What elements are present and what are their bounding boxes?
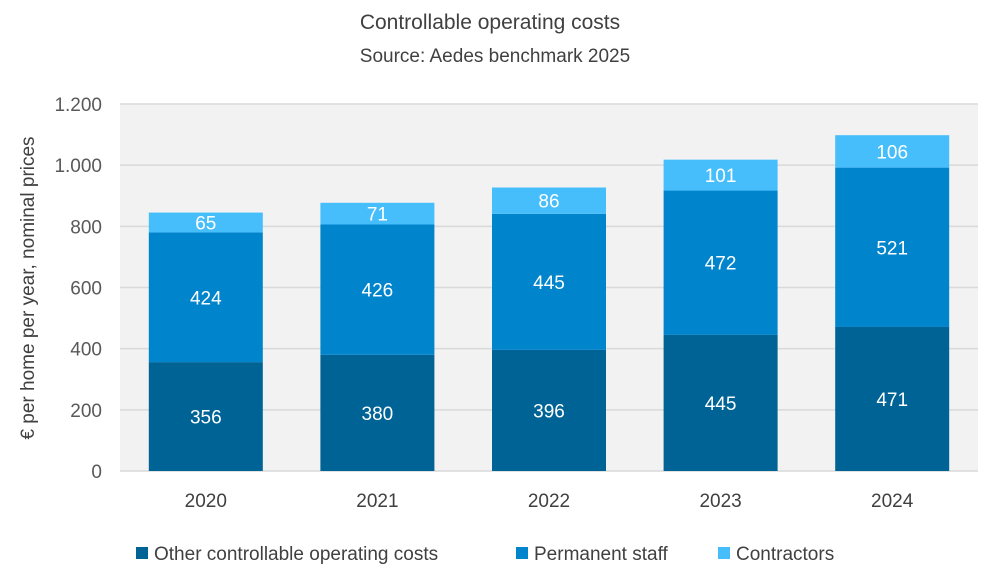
- y-tick-label: 1.200: [54, 95, 102, 116]
- legend-swatch: [718, 547, 730, 559]
- legend-swatch: [136, 547, 148, 559]
- bar-segment: [663, 190, 778, 335]
- data-label: 101: [705, 166, 737, 187]
- data-label: 380: [362, 404, 394, 425]
- data-label: 396: [533, 401, 565, 422]
- data-label: 71: [367, 205, 388, 226]
- bar-segment: [148, 362, 263, 471]
- bar-segment: [320, 224, 435, 355]
- data-label: 86: [538, 192, 559, 213]
- bar-segment: [320, 354, 435, 471]
- x-tick-label: 2020: [185, 491, 227, 512]
- legend-swatch: [516, 547, 528, 559]
- bar-segment: [663, 334, 778, 471]
- y-tick-label: 0: [91, 462, 102, 483]
- y-axis-label: € per home per year, nominal prices: [18, 136, 39, 439]
- chart-title: Controllable operating costs: [360, 11, 620, 34]
- y-tick-label: 400: [70, 340, 102, 361]
- y-tick-label: 1.000: [54, 156, 102, 177]
- x-tick-label: 2021: [356, 491, 398, 512]
- legend-label: Permanent staff: [534, 544, 669, 565]
- legend-label: Other controllable operating costs: [154, 544, 438, 565]
- y-tick-label: 600: [70, 279, 102, 300]
- bar-segment: [492, 349, 606, 471]
- chart-subtitle: Source: Aedes benchmark 2025: [360, 46, 630, 67]
- data-label: 521: [876, 238, 908, 259]
- y-tick-label: 200: [70, 401, 102, 422]
- legend-label: Contractors: [736, 544, 834, 565]
- y-tick-label: 800: [70, 217, 102, 238]
- bar-segment: [148, 212, 263, 233]
- data-label: 65: [195, 214, 216, 235]
- data-label: 356: [190, 408, 222, 429]
- data-label: 472: [705, 254, 737, 275]
- bar-segment: [835, 326, 950, 471]
- bar-segment: [835, 135, 950, 168]
- bar-segment: [663, 159, 778, 191]
- data-label: 424: [190, 288, 222, 309]
- data-label: 471: [876, 390, 908, 411]
- data-label: 106: [876, 142, 908, 163]
- x-tick-label: 2024: [871, 491, 914, 512]
- bar-segment: [835, 167, 950, 327]
- x-tick-label: 2023: [699, 491, 741, 512]
- bar-segment: [492, 187, 606, 214]
- bar-segment: [320, 202, 435, 225]
- data-label: 445: [705, 394, 737, 415]
- bar-segment: [148, 232, 263, 363]
- data-label: 445: [533, 273, 565, 294]
- x-tick-label: 2022: [528, 491, 570, 512]
- data-label: 426: [362, 281, 394, 302]
- bar-segment: [492, 213, 606, 350]
